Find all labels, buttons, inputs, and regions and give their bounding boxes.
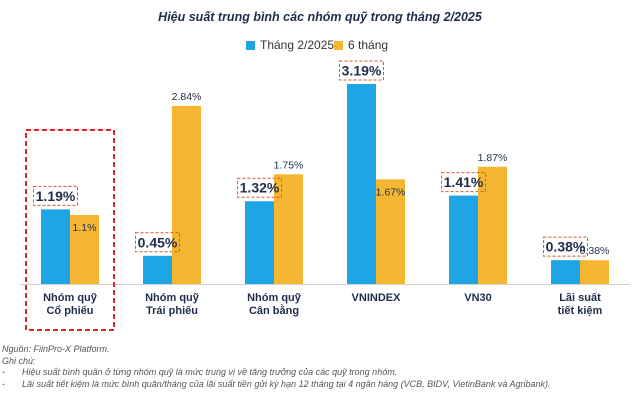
note-item: - Lãi suất tiết kiệm là mức bình quân/thá… <box>2 378 551 389</box>
category-label: VN30 <box>464 292 492 304</box>
category-label: Nhóm quỹ <box>247 292 302 304</box>
chart-title: Hiệu suất trung bình các nhóm quỹ trong … <box>158 10 482 24</box>
note-text: Hiệu suất bình quân ở từng nhóm quỹ là m… <box>22 367 398 377</box>
data-label-box <box>135 232 180 253</box>
data-label-thang-2-2025: 0.45% <box>138 234 178 250</box>
data-label-box <box>33 185 78 206</box>
data-label-6-thang: 2.84% <box>172 91 202 103</box>
legend-label-6thang: 6 tháng <box>348 38 389 52</box>
highlight-frame <box>25 129 115 331</box>
data-label-6-thang: 1.1% <box>73 222 97 234</box>
bar-6-thang <box>172 105 201 284</box>
data-label-box <box>441 172 486 193</box>
data-label-6-thang: 1.67% <box>376 186 406 198</box>
source-note: Nguồn: FiinPro-X Platform. <box>2 344 110 354</box>
legend-item-6thang: 6 tháng <box>334 38 388 52</box>
data-label-6-thang: 0.38% <box>580 245 610 257</box>
legend-item-thang: Tháng 2/2025 <box>246 38 334 52</box>
legend-swatch-thang <box>246 40 255 50</box>
data-label-thang-2-2025: 1.41% <box>444 174 484 190</box>
category-label: Nhóm quỹ <box>145 292 200 304</box>
bar-6-thang <box>376 179 405 284</box>
notes-heading: Ghi chú: <box>2 355 36 366</box>
category-label: tiết kiệm <box>558 305 603 317</box>
bar-thang-2-2025 <box>551 260 580 284</box>
category-label: Cổ phiếu <box>46 305 93 317</box>
bar-6-thang <box>274 174 303 284</box>
data-label-thang-2-2025: 3.19% <box>342 62 382 78</box>
data-label-thang-2-2025: 1.32% <box>240 180 280 196</box>
legend-label-thang: Tháng 2/2025 <box>260 38 335 52</box>
bar-thang-2-2025 <box>41 209 70 284</box>
bar-6-thang <box>70 215 99 284</box>
category-label: Trái phiếu <box>146 305 198 317</box>
note-item: - Hiệu suất bình quân ở từng nhóm quỹ là … <box>2 367 398 377</box>
category-label: Lãi suất <box>559 292 601 304</box>
data-label-thang-2-2025: 0.38% <box>546 239 586 255</box>
notes: Nguồn: FiinPro-X Platform. Ghi chú: - Hiệ… <box>2 344 551 390</box>
category-label: VNINDEX <box>352 292 402 304</box>
bar-6-thang <box>478 166 507 284</box>
bar-thang-2-2025 <box>143 255 172 284</box>
data-label-thang-2-2025: 1.19% <box>36 188 76 204</box>
note-text: Lãi suất tiết kiệm là mức bình quân/thán… <box>22 378 551 389</box>
data-label-box <box>543 236 588 257</box>
bar-6-thang <box>580 260 609 284</box>
data-label-6-thang: 1.87% <box>478 152 508 164</box>
legend-swatch-6thang <box>334 40 343 50</box>
data-label-6-thang: 1.75% <box>274 159 304 171</box>
data-label-box <box>339 60 384 81</box>
bar-thang-2-2025 <box>347 83 376 284</box>
bar-thang-2-2025 <box>449 195 478 284</box>
category-label: Nhóm quỹ <box>43 292 98 304</box>
category-label: Cân bằng <box>249 304 299 317</box>
bar-thang-2-2025 <box>245 201 274 284</box>
data-label-box <box>237 177 282 198</box>
